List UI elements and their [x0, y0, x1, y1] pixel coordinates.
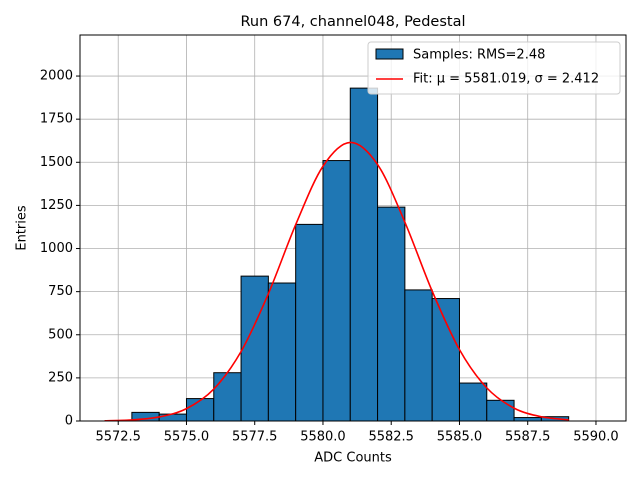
plot-frame: [79, 34, 627, 422]
legend-label: Samples: RMS=2.48: [413, 48, 545, 63]
x-tick-label: 5587.5: [505, 430, 551, 445]
bar: [213, 372, 242, 422]
chart-title: Run 674, channel048, Pedestal: [240, 14, 465, 30]
y-tick-label: 1000: [40, 241, 73, 256]
bar: [240, 275, 269, 422]
y-tick-label: 250: [48, 370, 73, 385]
bar: [322, 160, 351, 422]
bar: [458, 382, 488, 422]
x-tick-label: 5585.0: [437, 430, 483, 445]
y-tick-label: 750: [48, 284, 73, 299]
bar: [404, 289, 433, 422]
bar: [185, 398, 215, 422]
legend-swatch: [375, 48, 404, 60]
bar: [486, 399, 515, 422]
bar: [377, 206, 406, 422]
bar: [158, 413, 187, 422]
y-tick-label: 1500: [40, 155, 73, 170]
bar: [349, 87, 379, 422]
y-axis-label: Entries: [15, 205, 30, 251]
y-tick-label: 1750: [40, 112, 73, 127]
y-tick-label: 500: [48, 327, 73, 342]
legend-box: [367, 41, 621, 95]
x-tick-label: 5590.0: [573, 430, 619, 445]
bar: [431, 298, 460, 422]
x-tick-label: 5572.5: [95, 430, 141, 445]
fit-line: [104, 141, 569, 422]
bar: [267, 282, 297, 422]
x-tick-label: 5580.0: [300, 430, 346, 445]
bar: [295, 223, 324, 422]
legend-label: Fit: μ = 5581.019, σ = 2.412: [413, 72, 599, 87]
y-tick-label: 0: [65, 414, 73, 429]
bar: [513, 417, 542, 422]
y-tick-label: 1250: [40, 198, 73, 213]
x-tick-label: 5575.0: [164, 430, 210, 445]
y-tick-label: 2000: [40, 69, 73, 84]
x-tick-label: 5577.5: [232, 430, 278, 445]
x-axis-label: ADC Counts: [314, 451, 392, 466]
x-tick-label: 5582.5: [368, 430, 414, 445]
